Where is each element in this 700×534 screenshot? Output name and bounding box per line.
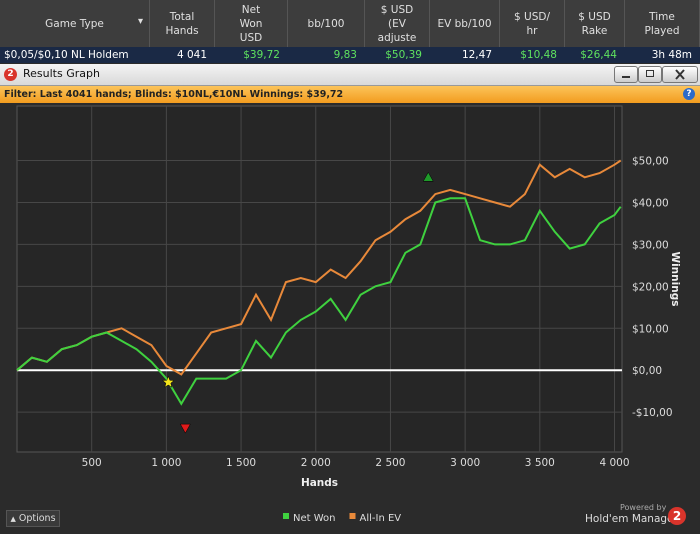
filter-bar: Filter: Last 4041 hands; Blinds: $10NL,€… [0,86,700,103]
close-button[interactable] [662,66,698,83]
brand-name: Hold'em Manager [585,513,678,525]
event-marker [179,423,191,434]
x-tick-label: 500 [82,457,102,469]
column-header: Total Hands [150,0,215,47]
x-tick-label: 4 000 [599,457,629,469]
y-tick-label: $30,00 [632,239,669,251]
column-header: $ USD/ hr [500,0,565,47]
x-axis-title: Hands [301,477,338,489]
dropdown-arrow[interactable]: ▾ [137,16,143,27]
y-axis-title: Winnings [669,252,681,307]
series-line [16,197,622,406]
summary-row: $0,05/$0,10 NL Holdem 4 041 $39,72 9,83 $50,… [0,47,700,63]
y-tick-label: $10,00 [632,323,669,335]
x-tick-label: 1 500 [226,457,256,469]
y-tick-label: $40,00 [632,197,669,209]
column-header: bb/100 [288,0,365,47]
powered-by: Powered by [620,503,667,512]
y-tick-label: $20,00 [632,281,669,293]
column-header: $ USD Rake [565,0,625,47]
event-marker [422,171,434,182]
column-header: Game Type ▾ [0,0,150,47]
y-tick-label: -$10,00 [632,407,673,419]
column-header: Net Won USD [215,0,288,47]
event-marker [161,375,175,388]
options-label: Options [18,513,56,524]
help-button[interactable]: ? [683,88,695,100]
summary-cell: $39,72 [243,49,280,61]
column-header: EV bb/100 [430,0,500,47]
column-header: Time Played [625,0,700,47]
x-tick-label: 2 500 [375,457,405,469]
legend-swatch [283,513,289,519]
filter-text: Filter: Last 4041 hands; Blinds: $10NL,€… [4,89,344,100]
column-header: $ USD (EV adjuste [365,0,430,47]
column-headers: Game Type ▾ Total Hands Net Won USD bb/100 $ … [0,0,700,47]
y-tick-label: $50,00 [632,156,669,168]
summary-cell: 3h 48m [651,49,692,61]
minimize-button[interactable] [614,66,638,83]
brand-logo: 2 [668,507,686,525]
summary-cell: 12,47 [461,49,492,61]
series-line [16,159,622,376]
legend-label: All-In EV [360,513,402,524]
summary-cell: $0,05/$0,10 NL Holdem [4,49,129,61]
summary-cell: $50,39 [385,49,422,61]
results-chart: 500 1 000 1 500 2 000 2 500 3 000 3 500 4 000 -$… [16,105,681,524]
summary-cell: $10,48 [520,49,557,61]
x-tick-label: 3 500 [525,457,555,469]
options-button[interactable]: ▲ Options [6,510,60,527]
legend-swatch [349,513,356,519]
y-tick-label: $0,00 [632,365,662,377]
app-icon: 2 [4,68,17,81]
legend-label: Net Won [293,513,336,524]
window-title: Results Graph [23,67,100,80]
x-tick-label: 2 000 [301,457,331,469]
x-tick-label: 3 000 [450,457,480,469]
x-tick-label: 1 000 [151,457,181,469]
summary-cell: 9,83 [333,49,357,61]
window-titlebar: 2 Results Graph [0,64,700,86]
summary-cell: 4 041 [176,49,207,61]
summary-cell: $26,44 [580,49,617,61]
maximize-button[interactable] [638,66,662,83]
